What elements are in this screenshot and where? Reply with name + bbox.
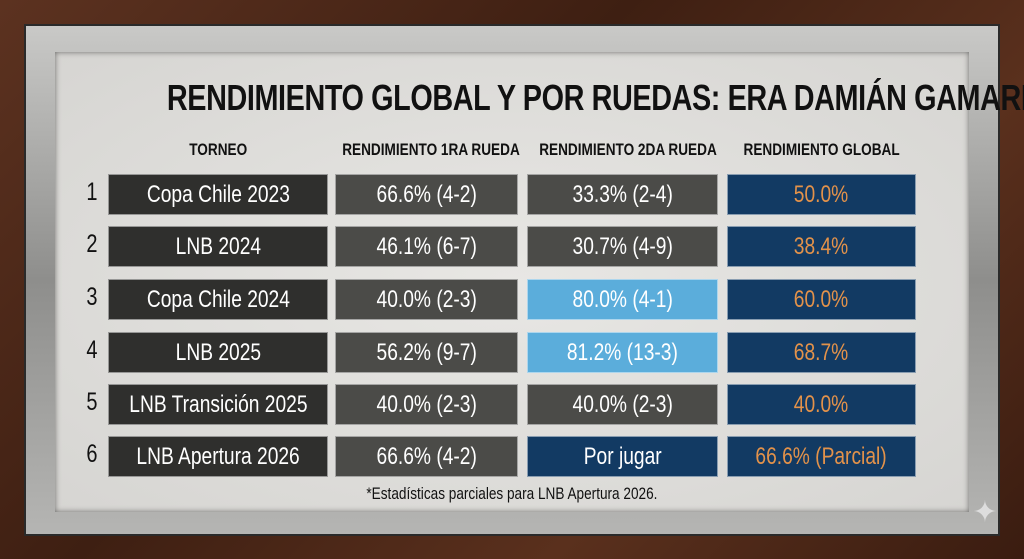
cell-2da-rueda: 80.0% (4-1)	[527, 279, 718, 320]
footnote: *Estadísticas parciales para LNB Apertur…	[366, 484, 658, 503]
row-number: 3	[86, 283, 98, 311]
cell-global-text: 50.0%	[794, 180, 849, 208]
cell-global-text: 68.7%	[794, 338, 849, 366]
cell-2da-rueda: 30.7% (4-9)	[527, 226, 718, 267]
cell-2da-rueda-text: 40.0% (2-3)	[572, 390, 673, 418]
cell-torneo-text: LNB 2025	[175, 338, 261, 366]
cell-torneo: LNB Apertura 2026	[108, 436, 328, 477]
cell-torneo: Copa Chile 2024	[108, 279, 328, 320]
cell-torneo-text: LNB 2024	[175, 232, 261, 260]
cell-2da-rueda-text: 81.2% (13-3)	[567, 338, 678, 366]
cell-global: 50.0%	[727, 174, 916, 215]
cell-1ra-rueda: 46.1% (6-7)	[335, 226, 518, 267]
cell-1ra-rueda-text: 40.0% (2-3)	[376, 285, 477, 313]
cell-1ra-rueda: 66.6% (4-2)	[335, 436, 518, 477]
cell-1ra-rueda: 40.0% (2-3)	[335, 279, 518, 320]
cell-1ra-rueda: 40.0% (2-3)	[335, 384, 518, 425]
cell-2da-rueda-text: 30.7% (4-9)	[572, 232, 673, 260]
cell-1ra-rueda: 56.2% (9-7)	[335, 332, 518, 373]
cell-torneo-text: Copa Chile 2023	[146, 180, 290, 208]
cell-2da-rueda-text: 33.3% (2-4)	[572, 180, 673, 208]
cell-global: 38.4%	[727, 226, 916, 267]
header-1ra-rueda: RENDIMIENTO 1RA RUEDA	[342, 140, 520, 159]
cell-global: 68.7%	[727, 332, 916, 373]
cell-2da-rueda: 33.3% (2-4)	[527, 174, 718, 215]
cell-torneo-text: LNB Transición 2025	[128, 390, 308, 418]
cell-global: 60.0%	[727, 279, 916, 320]
cell-2da-rueda-text: Por jugar	[583, 442, 662, 470]
row-number: 4	[86, 336, 98, 364]
cell-2da-rueda: Por jugar	[527, 436, 718, 477]
header-torneo: TORNEO	[189, 140, 247, 159]
cell-torneo: LNB Transición 2025	[108, 384, 328, 425]
cell-1ra-rueda-text: 66.6% (4-2)	[376, 180, 477, 208]
sparkle-icon: ✦	[972, 496, 998, 529]
header-global: RENDIMIENTO GLOBAL	[743, 140, 900, 159]
cell-1ra-rueda-text: 56.2% (9-7)	[376, 338, 477, 366]
infographic-panel: RENDIMIENTO GLOBAL Y POR RUEDAS: ERA DAM…	[55, 52, 1024, 512]
cell-torneo-text: LNB Apertura 2026	[136, 442, 300, 470]
cell-1ra-rueda: 66.6% (4-2)	[335, 174, 518, 215]
cell-2da-rueda: 40.0% (2-3)	[527, 384, 718, 425]
cell-torneo-text: Copa Chile 2024	[146, 285, 290, 313]
cell-global-text: 38.4%	[794, 232, 849, 260]
cell-1ra-rueda-text: 40.0% (2-3)	[376, 390, 477, 418]
cell-global-text: 66.6% (Parcial)	[755, 442, 888, 470]
cell-global-text: 40.0%	[794, 390, 849, 418]
title-text: RENDIMIENTO GLOBAL Y POR RUEDAS: ERA DAM…	[166, 77, 1024, 118]
cell-1ra-rueda-text: 66.6% (4-2)	[376, 442, 477, 470]
cell-torneo: LNB 2025	[108, 332, 328, 373]
cell-2da-rueda: 81.2% (13-3)	[527, 332, 718, 373]
row-number: 2	[86, 230, 98, 258]
cell-torneo: Copa Chile 2023	[108, 174, 328, 215]
header-2da-rueda: RENDIMIENTO 2DA RUEDA	[539, 140, 717, 159]
cell-global-text: 60.0%	[794, 285, 849, 313]
cell-2da-rueda-text: 80.0% (4-1)	[572, 285, 673, 313]
cell-torneo: LNB 2024	[108, 226, 328, 267]
row-number: 1	[86, 178, 98, 206]
cell-global: 40.0%	[727, 384, 916, 425]
row-number: 6	[86, 440, 98, 468]
row-number: 5	[86, 388, 98, 416]
cell-1ra-rueda-text: 46.1% (6-7)	[376, 232, 477, 260]
cell-global: 66.6% (Parcial)	[727, 436, 916, 477]
page-title: RENDIMIENTO GLOBAL Y POR RUEDAS: ERA DAM…	[55, 77, 1024, 119]
